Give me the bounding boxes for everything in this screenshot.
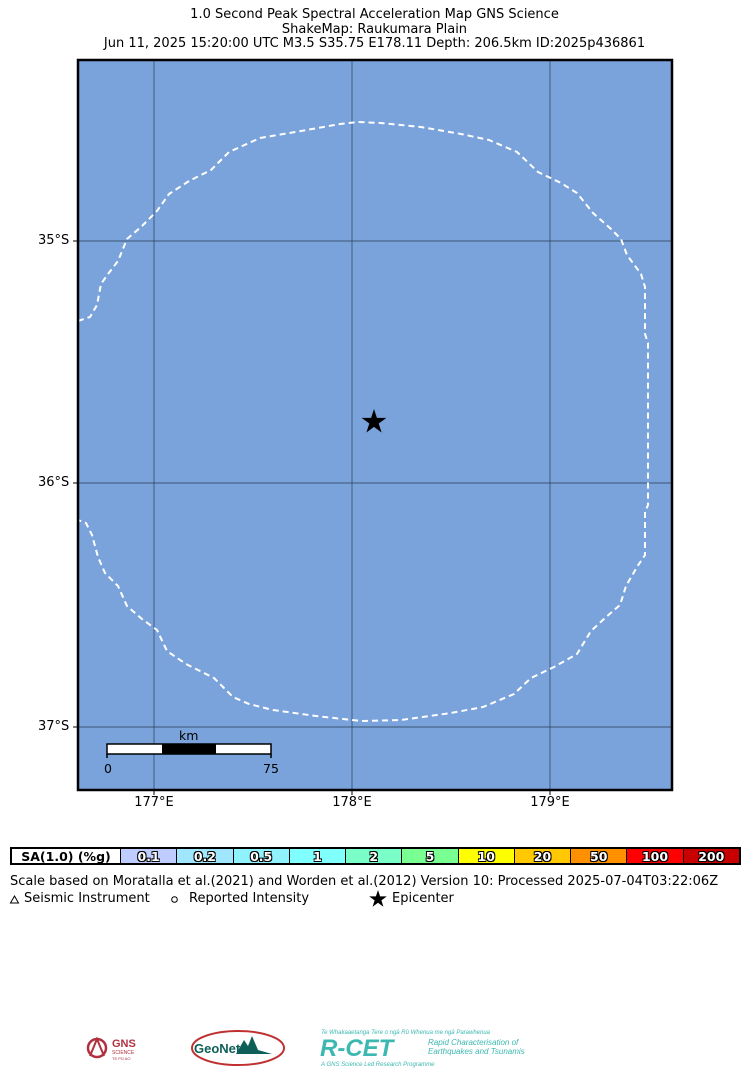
lat-label-37: 37°S: [38, 719, 70, 734]
intensity-legend: SA(1.0) (%g) 0.1 0.2 0.5 1 2 5 10 20 50 …: [10, 847, 741, 865]
legend-bin: 20: [514, 849, 572, 864]
legend-bin: 2: [346, 849, 403, 864]
svg-text:GNS: GNS: [112, 1038, 136, 1050]
key-epicenter-label: Epicenter: [392, 891, 454, 906]
graticule: [78, 60, 672, 790]
geonet-logo: GeoNet: [188, 1028, 288, 1072]
scale-note: Scale based on Moratalla et al.(2021) an…: [10, 874, 719, 889]
legend-bin: 5: [402, 849, 459, 864]
epicenter-key-icon: [369, 890, 387, 907]
gns-logo-mark: GNS SCIENCE TE PŪ AO: [86, 1036, 136, 1061]
reported-intensity-icon: [171, 896, 178, 903]
intensity-contour: [77, 120, 649, 723]
event-info: Jun 11, 2025 15:20:00 UTC M3.5 S35.75 E1…: [103, 36, 646, 51]
svg-text:GeoNet: GeoNet: [194, 1041, 241, 1056]
gns-logo: GNS SCIENCE TE PŪ AO: [84, 1034, 148, 1066]
legend-bin: 1: [289, 849, 347, 864]
map-frame: [76, 58, 674, 792]
scale-bar-unit: km: [179, 728, 199, 743]
scale-bar-start: 0: [104, 761, 112, 776]
symbol-key: Seismic Instrument Reported Intensity Ep…: [10, 891, 749, 907]
map-title: 1.0 Second Peak Spectral Acceleration Ma…: [190, 7, 559, 22]
legend-header: SA(1.0) (%g): [12, 849, 121, 864]
svg-text:TE PŪ AO: TE PŪ AO: [112, 1056, 130, 1061]
scale-bar-end: 75: [263, 761, 279, 776]
lat-label-35: 35°S: [38, 233, 70, 248]
scale-bar: [106, 743, 272, 758]
legend-bin: 10: [458, 849, 515, 864]
svg-text:Rapid Characterisation of: Rapid Characterisation of: [428, 1038, 519, 1047]
key-reported-label: Reported Intensity: [189, 891, 310, 906]
legend-bin: 50: [571, 849, 628, 864]
legend-bin: 100: [627, 849, 684, 864]
legend-bin: 0.5: [233, 849, 290, 864]
legend-bin: 0.1: [121, 849, 178, 864]
geonet-logo-mark: GeoNet: [191, 1030, 285, 1066]
rcet-logo-mark: Te Whakaaetanga Tere o ngā Rū Whenua me …: [320, 1030, 525, 1068]
seismic-instrument-icon: [9, 894, 20, 904]
lon-label-177: 177°E: [134, 795, 174, 810]
svg-text:Te Whakaaetanga Tere o ngā Rū: Te Whakaaetanga Tere o ngā Rū Whenua me …: [321, 1030, 491, 1036]
map-subtitle: ShakeMap: Raukumara Plain: [281, 21, 468, 37]
svg-text:SCIENCE: SCIENCE: [112, 1050, 135, 1056]
lat-label-36: 36°S: [38, 475, 70, 490]
svg-text:A GNS Science Led Research Pro: A GNS Science Led Research Programme: [320, 1062, 435, 1068]
key-instrument-label: Seismic Instrument: [24, 891, 150, 906]
svg-text:R-CET: R-CET: [320, 1035, 396, 1062]
lon-label-178: 178°E: [332, 795, 372, 810]
svg-text:Earthquakes and Tsunamis: Earthquakes and Tsunamis: [428, 1047, 525, 1056]
rcet-logo: Te Whakaaetanga Tere o ngā Rū Whenua me …: [318, 1027, 538, 1073]
axis-ticks: [73, 240, 551, 795]
epicenter-marker[interactable]: [361, 409, 387, 433]
legend-bin: 200: [683, 849, 739, 864]
legend-bin: 0.2: [177, 849, 234, 864]
lon-label-179: 179°E: [530, 795, 570, 810]
